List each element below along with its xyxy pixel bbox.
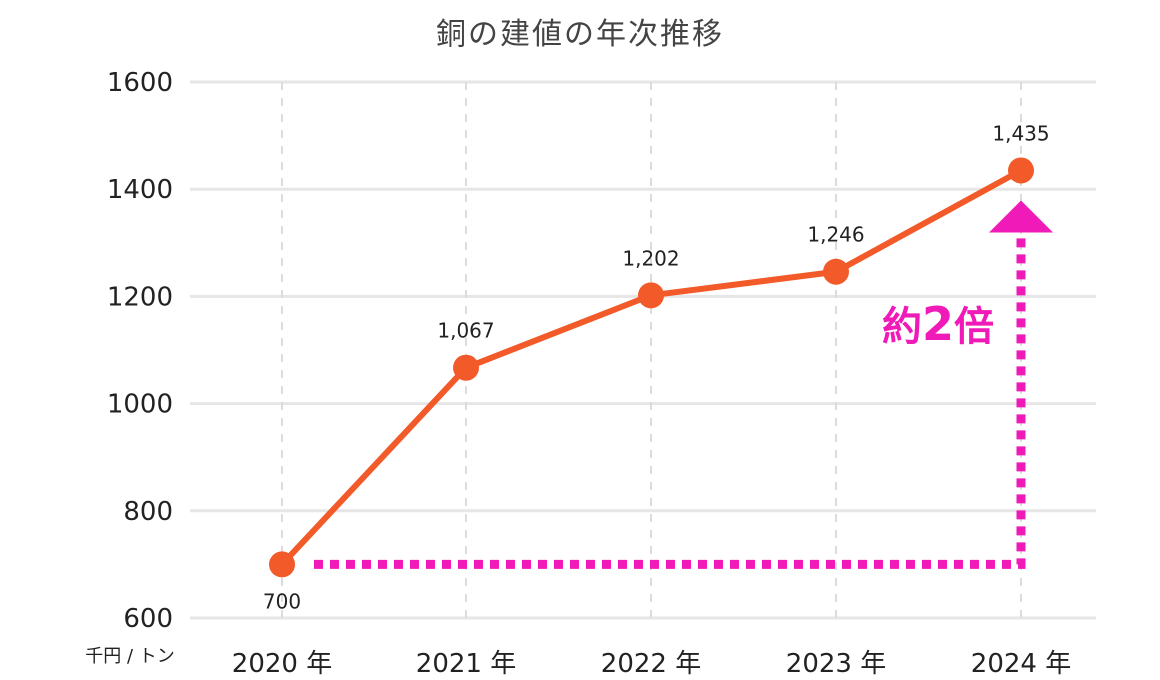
vertical-gridlines bbox=[281, 82, 1022, 618]
y-tick-label: 1200 bbox=[107, 282, 173, 312]
x-tick-label: 2022 年 bbox=[601, 649, 701, 679]
y-axis-tick-labels: 600 800 1000 1200 1400 1600 bbox=[107, 68, 173, 634]
x-tick-label: 2020 年 bbox=[232, 649, 332, 679]
growth-arrow-head bbox=[989, 200, 1053, 233]
growth-arrow-line bbox=[314, 232, 1026, 569]
data-point bbox=[1008, 157, 1034, 184]
chart-title: 銅の建値の年次推移 bbox=[436, 17, 724, 52]
data-label: 1,246 bbox=[807, 223, 864, 247]
data-label: 1,435 bbox=[992, 121, 1049, 145]
y-tick-label: 1600 bbox=[107, 68, 173, 98]
data-point bbox=[453, 354, 479, 381]
y-tick-label: 1400 bbox=[107, 175, 173, 205]
growth-annotation: 約2倍 bbox=[882, 297, 994, 351]
data-points bbox=[269, 157, 1034, 578]
data-labels: 700 1,067 1,202 1,246 1,435 bbox=[263, 121, 1050, 613]
x-tick-label: 2023 年 bbox=[786, 649, 886, 679]
horizontal-gridlines bbox=[190, 80, 1096, 620]
data-point bbox=[269, 551, 295, 578]
x-tick-label: 2024 年 bbox=[971, 649, 1071, 679]
data-label: 700 bbox=[263, 589, 301, 613]
data-point bbox=[638, 282, 664, 309]
y-tick-label: 600 bbox=[123, 604, 173, 634]
data-label: 1,067 bbox=[437, 319, 494, 343]
data-label: 1,202 bbox=[622, 246, 679, 270]
growth-annotation-number: 2 bbox=[922, 297, 954, 351]
growth-annotation-prefix: 約 bbox=[882, 304, 922, 350]
x-tick-label: 2021 年 bbox=[416, 649, 516, 679]
data-point bbox=[823, 258, 849, 285]
growth-annotation-suffix: 倍 bbox=[954, 304, 994, 350]
x-axis-tick-labels: 2020 年 2021 年 2022 年 2023 年 2024 年 bbox=[232, 649, 1071, 679]
y-tick-label: 800 bbox=[123, 497, 173, 527]
y-tick-label: 1000 bbox=[107, 390, 173, 420]
growth-arrow bbox=[314, 200, 1053, 569]
y-axis-unit-label: 千円 / トン bbox=[85, 646, 175, 667]
